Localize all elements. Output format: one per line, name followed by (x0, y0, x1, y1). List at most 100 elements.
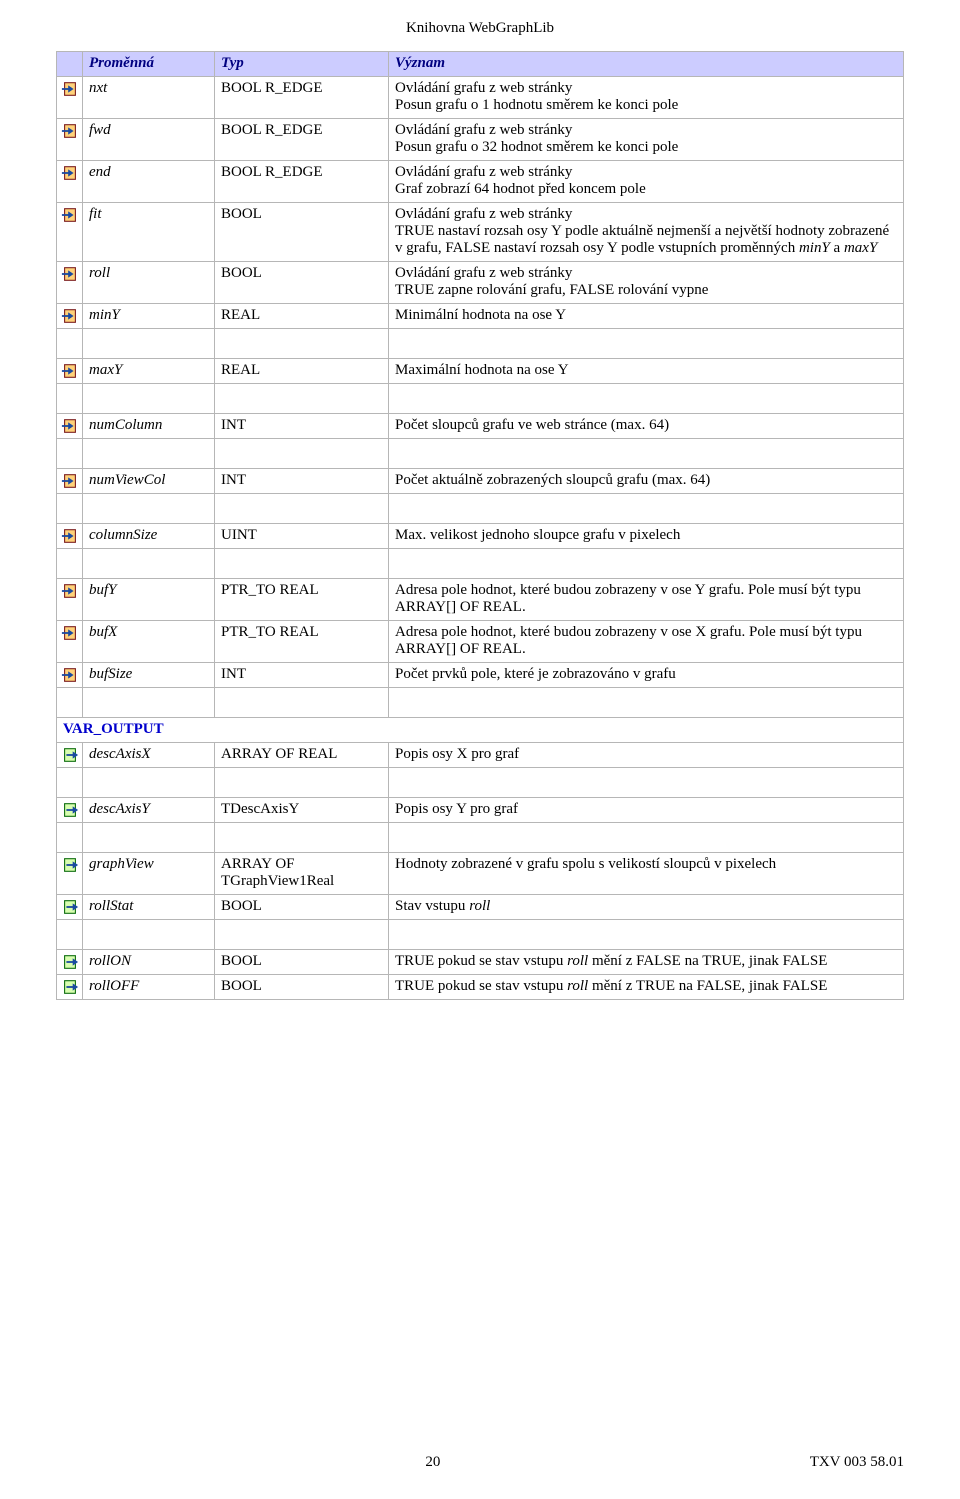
table-row: bufSize INT Počet prvků pole, které je z… (57, 663, 904, 688)
var-in-icon (57, 119, 83, 161)
doc-code: TXV 003 58.01 (810, 1454, 904, 1471)
var-type: BOOL R_EDGE (215, 119, 389, 161)
var-desc: Hodnoty zobrazené v grafu spolu s veliko… (389, 853, 904, 895)
var-name: roll (83, 262, 215, 304)
var-in-icon (57, 359, 83, 384)
var-desc: Stav vstupu roll (389, 895, 904, 920)
table-row: roll BOOL Ovládání grafu z web stránkyTR… (57, 262, 904, 304)
var-name: bufSize (83, 663, 215, 688)
var-out-icon (57, 743, 83, 768)
spacer-row (57, 439, 904, 469)
var-name: maxY (83, 359, 215, 384)
var-type: BOOL (215, 895, 389, 920)
var-name: bufX (83, 621, 215, 663)
var-out-icon (57, 895, 83, 920)
table-row: fit BOOL Ovládání grafu z web stránkyTRU… (57, 203, 904, 262)
table-row: rollStat BOOL Stav vstupu roll (57, 895, 904, 920)
header-desc: Význam (389, 52, 904, 77)
spacer-row (57, 920, 904, 950)
spacer-row (57, 823, 904, 853)
table-row: numViewCol INT Počet aktuálně zobrazenýc… (57, 469, 904, 494)
var-type: BOOL (215, 975, 389, 1000)
var-in-icon (57, 77, 83, 119)
var-type: BOOL R_EDGE (215, 161, 389, 203)
var-in-icon (57, 304, 83, 329)
var-desc: Počet aktuálně zobrazených sloupců grafu… (389, 469, 904, 494)
var-type: INT (215, 663, 389, 688)
spacer-row (57, 494, 904, 524)
header-type: Typ (215, 52, 389, 77)
var-desc: Minimální hodnota na ose Y (389, 304, 904, 329)
doc-title: Knihovna WebGraphLib (56, 20, 904, 37)
header-icon-col (57, 52, 83, 77)
var-type: BOOL R_EDGE (215, 77, 389, 119)
var-type: BOOL (215, 262, 389, 304)
var-output-label: VAR_OUTPUT (63, 721, 164, 737)
var-in-icon (57, 262, 83, 304)
var-name: fit (83, 203, 215, 262)
var-name: fwd (83, 119, 215, 161)
spacer-row (57, 384, 904, 414)
var-type: INT (215, 469, 389, 494)
table-row: minY REAL Minimální hodnota na ose Y (57, 304, 904, 329)
var-desc: Ovládání grafu z web stránkyPosun grafu … (389, 119, 904, 161)
table-row: maxY REAL Maximální hodnota na ose Y (57, 359, 904, 384)
spacer-row (57, 688, 904, 718)
table-row: descAxisX ARRAY OF REAL Popis osy X pro … (57, 743, 904, 768)
var-out-icon (57, 798, 83, 823)
var-type: INT (215, 414, 389, 439)
var-in-icon (57, 621, 83, 663)
var-name: nxt (83, 77, 215, 119)
var-desc: TRUE pokud se stav vstupu roll mění z TR… (389, 975, 904, 1000)
var-in-icon (57, 663, 83, 688)
var-desc: Počet sloupců grafu ve web stránce (max.… (389, 414, 904, 439)
var-out-icon (57, 950, 83, 975)
var-desc: TRUE pokud se stav vstupu roll mění z FA… (389, 950, 904, 975)
page-footer: 20 TXV 003 58.01 (56, 1454, 904, 1471)
var-type: PTR_TO REAL (215, 579, 389, 621)
var-desc: Adresa pole hodnot, které budou zobrazen… (389, 579, 904, 621)
var-name: graphView (83, 853, 215, 895)
table-row: rollOFF BOOL TRUE pokud se stav vstupu r… (57, 975, 904, 1000)
section-row: VAR_OUTPUT (57, 718, 904, 743)
var-type: ARRAY OF TGraphView1Real (215, 853, 389, 895)
var-desc: Ovládání grafu z web stránkyGraf zobrazí… (389, 161, 904, 203)
var-name: minY (83, 304, 215, 329)
table-row: nxt BOOL R_EDGE Ovládání grafu z web str… (57, 77, 904, 119)
page-number: 20 (425, 1454, 440, 1471)
table-row: columnSize UINT Max. velikost jednoho sl… (57, 524, 904, 549)
var-name: numColumn (83, 414, 215, 439)
var-desc: Ovládání grafu z web stránkyPosun grafu … (389, 77, 904, 119)
var-type: UINT (215, 524, 389, 549)
table-row: rollON BOOL TRUE pokud se stav vstupu ro… (57, 950, 904, 975)
table-row: bufX PTR_TO REAL Adresa pole hodnot, kte… (57, 621, 904, 663)
var-desc: Adresa pole hodnot, které budou zobrazen… (389, 621, 904, 663)
table-row: descAxisY TDescAxisY Popis osy Y pro gra… (57, 798, 904, 823)
var-desc: Ovládání grafu z web stránkyTRUE zapne r… (389, 262, 904, 304)
var-in-icon (57, 524, 83, 549)
spacer-row (57, 329, 904, 359)
var-in-icon (57, 579, 83, 621)
var-in-icon (57, 203, 83, 262)
var-name: bufY (83, 579, 215, 621)
var-name: rollStat (83, 895, 215, 920)
var-in-icon (57, 469, 83, 494)
variable-table: Proměnná Typ Význam nxt BOOL R_EDGE Ovlá… (56, 51, 904, 1000)
var-name: rollON (83, 950, 215, 975)
var-type: ARRAY OF REAL (215, 743, 389, 768)
var-type: TDescAxisY (215, 798, 389, 823)
var-in-icon (57, 161, 83, 203)
var-name: descAxisY (83, 798, 215, 823)
var-name: rollOFF (83, 975, 215, 1000)
var-desc: Počet prvků pole, které je zobrazováno v… (389, 663, 904, 688)
var-in-icon (57, 414, 83, 439)
spacer-row (57, 549, 904, 579)
var-name: end (83, 161, 215, 203)
var-desc: Maximální hodnota na ose Y (389, 359, 904, 384)
var-type: REAL (215, 304, 389, 329)
var-name: descAxisX (83, 743, 215, 768)
table-row: numColumn INT Počet sloupců grafu ve web… (57, 414, 904, 439)
table-row: fwd BOOL R_EDGE Ovládání grafu z web str… (57, 119, 904, 161)
spacer-row (57, 768, 904, 798)
table-row: graphView ARRAY OF TGraphView1Real Hodno… (57, 853, 904, 895)
